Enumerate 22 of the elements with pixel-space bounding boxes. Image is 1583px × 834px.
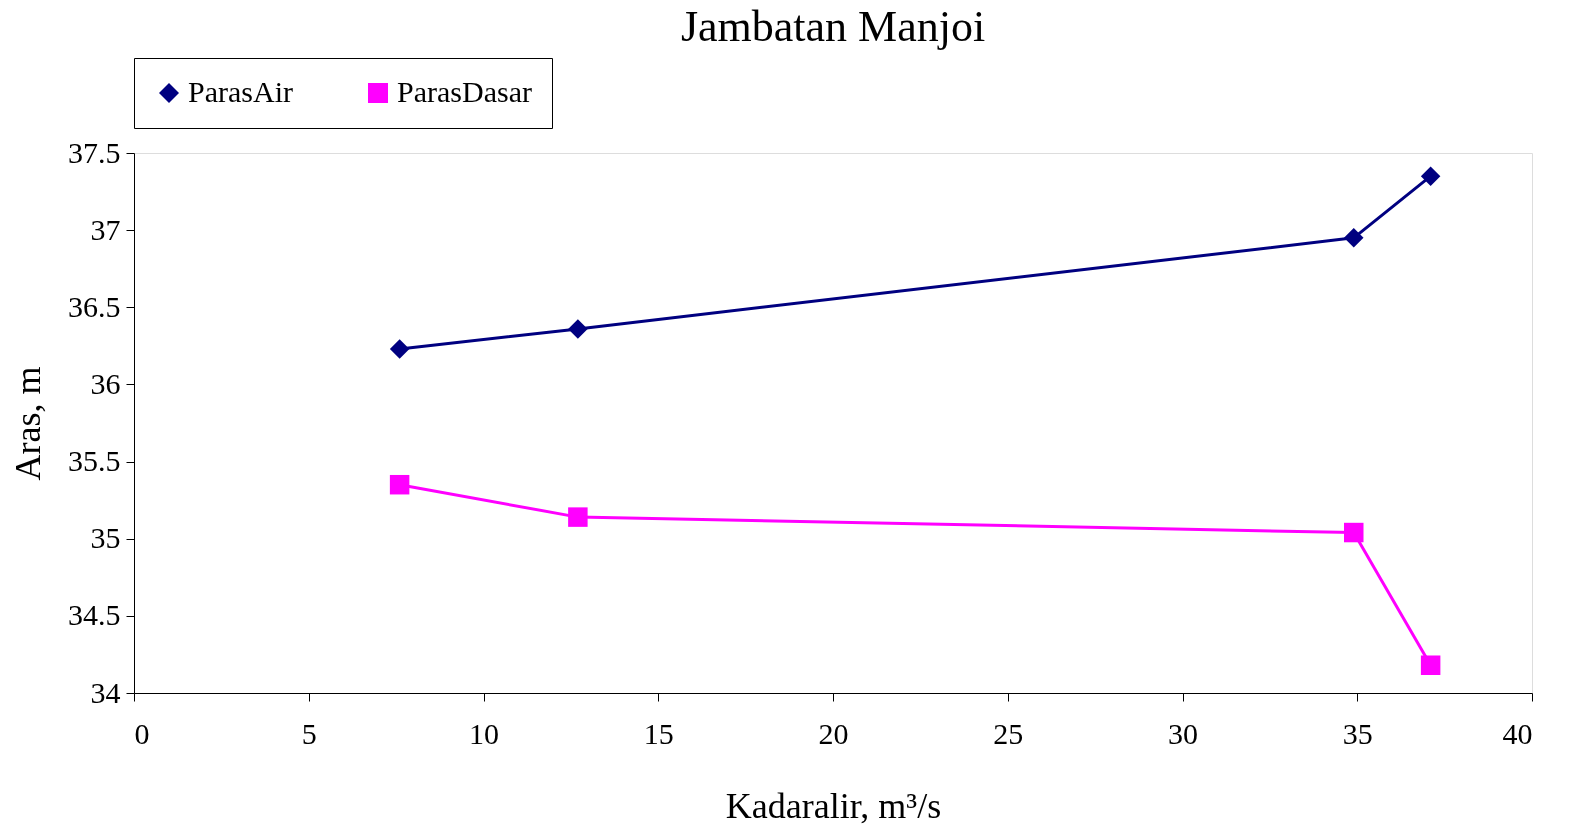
x-tick-label: 20 xyxy=(818,716,849,750)
x-tick-label: 40 xyxy=(1502,716,1533,750)
x-axis-title: Kadaralir, m³/s xyxy=(725,785,942,826)
y-tick-label: 36 xyxy=(90,366,121,400)
y-axis-title: Aras, m xyxy=(8,366,48,481)
chart-title: Jambatan Manjoi xyxy=(680,1,986,51)
x-tick-label: 30 xyxy=(1168,716,1198,750)
x-tick-label: 25 xyxy=(993,716,1024,750)
x-tick-label: 5 xyxy=(301,716,317,750)
y-tick-label: 34 xyxy=(90,675,121,709)
legend-label: ParasAir xyxy=(188,75,293,108)
x-tick-label: 15 xyxy=(643,716,674,750)
y-tick-label: 36.5 xyxy=(68,289,121,323)
y-tick-label: 37.5 xyxy=(68,135,121,169)
y-tick-label: 34.5 xyxy=(68,598,121,632)
x-tick-label: 10 xyxy=(469,716,499,750)
y-tick-label: 35 xyxy=(90,521,121,555)
y-tick-label: 37 xyxy=(90,212,121,246)
y-tick-label: 35.5 xyxy=(68,444,121,478)
x-tick-label: 35 xyxy=(1342,716,1373,750)
x-tick-label: 0 xyxy=(134,716,150,750)
legend-label: ParasDasar xyxy=(397,75,532,108)
